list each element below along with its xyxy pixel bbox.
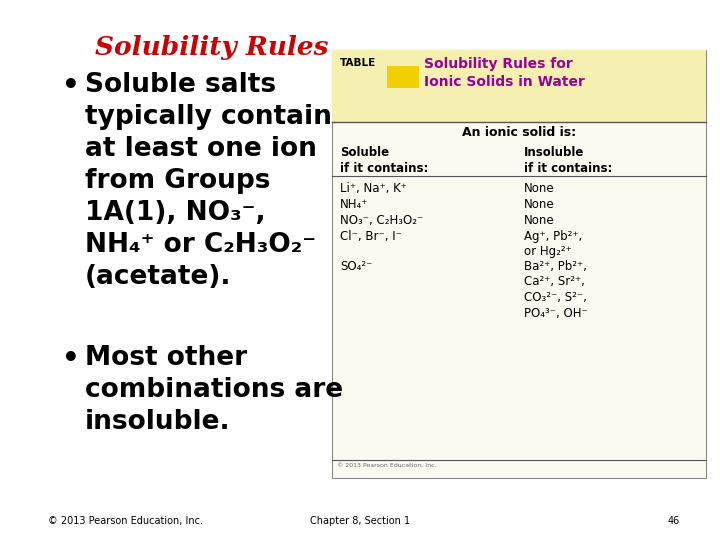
Text: None: None (524, 182, 554, 195)
Text: NH₄⁺ or C₂H₃O₂⁻: NH₄⁺ or C₂H₃O₂⁻ (85, 232, 316, 258)
Text: None: None (524, 214, 554, 227)
Text: from Groups: from Groups (85, 168, 271, 194)
Text: Li⁺, Na⁺, K⁺: Li⁺, Na⁺, K⁺ (340, 182, 407, 195)
Text: combinations are: combinations are (85, 377, 343, 403)
Text: An ionic solid is:: An ionic solid is: (462, 126, 576, 139)
Text: NH₄⁺: NH₄⁺ (340, 198, 369, 211)
Text: Cl⁻, Br⁻, I⁻: Cl⁻, Br⁻, I⁻ (340, 230, 402, 243)
Text: Solubility Rules for
Ionic Solids in Water: Solubility Rules for Ionic Solids in Wat… (424, 57, 585, 89)
Text: (acetate).: (acetate). (85, 264, 232, 290)
FancyBboxPatch shape (332, 50, 706, 478)
Text: Chapter 8, Section 1: Chapter 8, Section 1 (310, 516, 410, 526)
Text: Ag⁺, Pb²⁺,
or Hg₂²⁺: Ag⁺, Pb²⁺, or Hg₂²⁺ (524, 230, 582, 259)
Text: Ba²⁺, Pb²⁺,
Ca²⁺, Sr²⁺,
CO₃²⁻, S²⁻,
PO₄³⁻, OH⁻: Ba²⁺, Pb²⁺, Ca²⁺, Sr²⁺, CO₃²⁻, S²⁻, PO₄³… (524, 260, 588, 320)
FancyBboxPatch shape (332, 50, 706, 122)
Text: Insoluble
if it contains:: Insoluble if it contains: (524, 146, 613, 174)
Text: 46: 46 (667, 516, 680, 526)
Text: © 2013 Pearson Education, Inc.: © 2013 Pearson Education, Inc. (48, 516, 203, 526)
Text: 1A(1), NO₃⁻,: 1A(1), NO₃⁻, (85, 200, 266, 226)
Text: •: • (62, 72, 80, 100)
Text: NO₃⁻, C₂H₃O₂⁻: NO₃⁻, C₂H₃O₂⁻ (340, 214, 423, 227)
FancyBboxPatch shape (387, 66, 419, 88)
Text: TABLE: TABLE (340, 58, 377, 68)
Text: Soluble salts: Soluble salts (85, 72, 276, 98)
Text: Most other: Most other (85, 345, 247, 371)
Text: Solubility Rules: Solubility Rules (95, 35, 328, 60)
Text: © 2013 Pearson Education, Inc.: © 2013 Pearson Education, Inc. (337, 463, 436, 468)
Text: SO₄²⁻: SO₄²⁻ (340, 260, 372, 273)
Text: Soluble
if it contains:: Soluble if it contains: (340, 146, 428, 174)
Text: at least one ion: at least one ion (85, 136, 317, 162)
Text: None: None (524, 198, 554, 211)
Text: insoluble.: insoluble. (85, 409, 230, 435)
Text: •: • (62, 345, 80, 373)
Text: typically contain: typically contain (85, 104, 332, 130)
